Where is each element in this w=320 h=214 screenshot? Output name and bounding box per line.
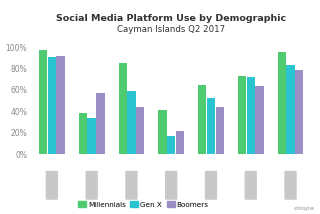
Bar — [48, 57, 56, 154]
Bar — [255, 86, 264, 154]
FancyBboxPatch shape — [46, 171, 58, 200]
Bar — [198, 85, 206, 154]
Bar — [277, 52, 286, 154]
Bar — [247, 77, 255, 154]
Text: Social Media Platform Use by Demographic: Social Media Platform Use by Demographic — [56, 15, 286, 24]
Bar — [79, 113, 87, 154]
Bar — [136, 107, 144, 154]
Legend: Millennials, Gen X, Boomers: Millennials, Gen X, Boomers — [75, 198, 212, 211]
Bar — [167, 136, 175, 154]
Bar — [158, 110, 167, 154]
Bar — [238, 76, 246, 154]
Bar — [87, 118, 96, 154]
Bar — [127, 91, 136, 154]
Bar — [118, 63, 127, 154]
Bar — [96, 93, 105, 154]
Bar — [295, 70, 303, 154]
FancyBboxPatch shape — [244, 171, 257, 200]
FancyBboxPatch shape — [85, 171, 98, 200]
Bar — [216, 107, 224, 154]
Bar — [207, 98, 215, 154]
FancyBboxPatch shape — [284, 171, 297, 200]
FancyBboxPatch shape — [165, 171, 177, 200]
Bar — [56, 56, 65, 154]
Bar — [176, 131, 184, 154]
Bar — [39, 50, 47, 154]
FancyBboxPatch shape — [205, 171, 217, 200]
Bar — [286, 65, 295, 154]
Text: cimpa: cimpa — [294, 206, 315, 211]
Text: Cayman Islands Q2 2017: Cayman Islands Q2 2017 — [117, 25, 225, 34]
FancyBboxPatch shape — [125, 171, 138, 200]
